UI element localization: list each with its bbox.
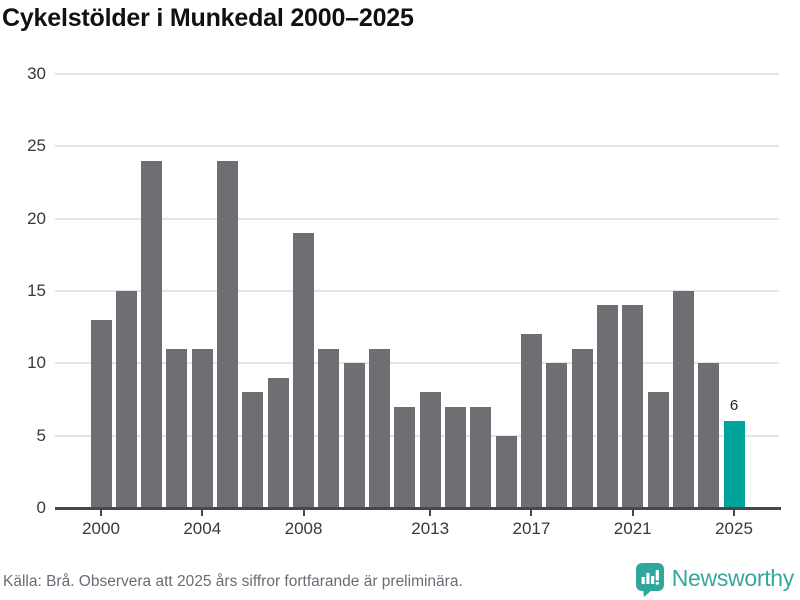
source-note: Källa: Brå. Observera att 2025 års siffr… xyxy=(3,573,463,590)
bar-2009 xyxy=(318,349,340,508)
bar-2005 xyxy=(217,161,239,508)
gridline-y-30 xyxy=(55,73,779,75)
bar-2016 xyxy=(495,436,517,508)
y-axis-tick-label: 20 xyxy=(27,208,46,228)
x-axis-tick-label: 2021 xyxy=(613,519,652,538)
gridline-y-15 xyxy=(55,290,779,292)
gridline-y-5 xyxy=(55,434,779,437)
bar-2018 xyxy=(546,363,568,508)
x-axis-tick-2025 xyxy=(733,510,735,516)
bar-2006 xyxy=(242,392,264,508)
bar-2022 xyxy=(647,392,669,508)
bar-2024 xyxy=(698,363,720,508)
x-axis-tick-label: 2017 xyxy=(512,519,551,538)
bar-2000 xyxy=(90,320,112,508)
gridline-y-25 xyxy=(55,145,779,148)
chart-title: Cykelstölder i Munkedal 2000–2025 xyxy=(2,4,414,32)
x-axis-tick-2000 xyxy=(100,510,102,516)
gridline-y-10 xyxy=(55,362,779,365)
y-axis-tick-label: 0 xyxy=(36,498,46,517)
bar-2013 xyxy=(419,392,441,508)
bar-2001 xyxy=(115,291,137,508)
x-axis-tick-2017 xyxy=(530,510,533,516)
newsworthy-wordmark: Newsworthy xyxy=(671,565,795,591)
bar-2015 xyxy=(470,407,492,508)
bar-2004 xyxy=(191,349,213,508)
x-axis-tick-label: 2013 xyxy=(411,519,450,538)
gridline-y-20 xyxy=(55,217,779,220)
bar-2008 xyxy=(293,233,315,508)
x-axis-tick-2004 xyxy=(201,510,204,516)
newsworthy-bar-chart-bubble-icon xyxy=(635,563,664,597)
newsworthy-logo[interactable]: Newsworthy xyxy=(635,563,795,597)
bar-2023 xyxy=(672,291,694,508)
bar-2014 xyxy=(444,407,466,508)
y-axis-tick-label: 25 xyxy=(27,136,46,156)
y-axis-tick-label: 10 xyxy=(27,353,46,373)
x-axis-line xyxy=(55,507,781,510)
x-axis-tick-label: 2000 xyxy=(82,519,120,538)
bar-2012 xyxy=(394,407,416,508)
bar-2003 xyxy=(166,349,188,508)
x-axis-tick-label: 2004 xyxy=(183,519,222,538)
x-axis-tick-2021 xyxy=(631,510,634,516)
bar-2007 xyxy=(267,378,289,508)
y-axis-tick-label: 5 xyxy=(36,425,46,445)
x-axis-tick-2008 xyxy=(302,510,305,516)
y-axis-tick-label: 15 xyxy=(27,281,46,300)
bar-2021 xyxy=(622,305,644,508)
bar-2025 xyxy=(723,421,745,508)
x-axis-tick-label: 2008 xyxy=(284,519,323,538)
bar-2020 xyxy=(596,305,618,508)
bar-2002 xyxy=(141,161,163,508)
y-axis-tick-label: 30 xyxy=(27,64,46,83)
x-axis-tick-label: 2025 xyxy=(715,519,753,538)
bar-2019 xyxy=(571,349,593,508)
bar-2011 xyxy=(369,349,391,508)
x-axis-tick-2013 xyxy=(429,510,432,516)
highlight-value-label: 6 xyxy=(729,397,739,414)
bar-2017 xyxy=(520,334,542,508)
bar-2010 xyxy=(343,363,365,508)
